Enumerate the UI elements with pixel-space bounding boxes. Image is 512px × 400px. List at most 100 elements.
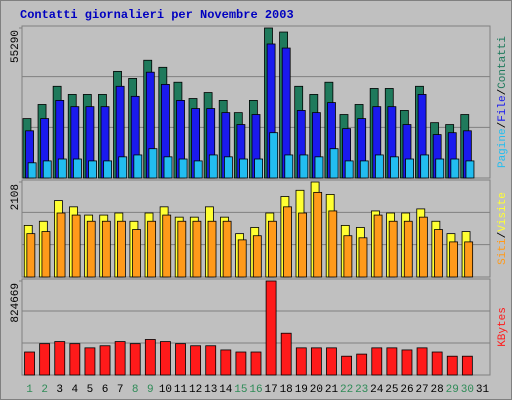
bar (235, 351, 247, 376)
legend-separator: / (497, 122, 509, 129)
x-tick-label: 20 (310, 384, 323, 396)
bar (71, 214, 81, 278)
bar (160, 341, 171, 376)
bar (118, 156, 128, 179)
x-tick-label: 27 (415, 384, 428, 396)
x-tick-label: 7 (117, 384, 124, 396)
bar (386, 347, 398, 376)
x-tick-label: 19 (295, 384, 308, 396)
bar (341, 355, 352, 376)
bar (178, 158, 188, 179)
bar (205, 345, 217, 376)
bar (254, 158, 264, 179)
x-tick-label: 30 (461, 384, 474, 396)
bar (222, 220, 232, 278)
x-tick-label: 8 (132, 384, 139, 396)
bar (388, 220, 398, 278)
x-tick-label: 6 (102, 384, 109, 396)
bar (103, 160, 113, 179)
bar (435, 158, 445, 179)
bar (237, 239, 247, 278)
bar (57, 158, 67, 179)
x-tick-label: 25 (385, 384, 398, 396)
bar (374, 154, 384, 179)
bar (431, 351, 443, 376)
bar (73, 158, 82, 179)
x-tick-label: 22 (340, 384, 353, 396)
x-tick-label: 9 (147, 384, 154, 396)
bar (175, 343, 186, 376)
bar (371, 347, 383, 376)
bar (358, 237, 368, 278)
bar (39, 343, 51, 376)
x-tick-label: 31 (476, 384, 490, 396)
bar (163, 156, 173, 179)
y-tick-label: 2108 (10, 184, 22, 210)
bar (88, 160, 97, 179)
x-tick-label: 18 (280, 384, 293, 396)
bar (310, 347, 322, 376)
x-tick-label: 10 (159, 384, 172, 396)
bar (418, 216, 428, 278)
bar (461, 355, 473, 376)
x-tick-label: 12 (189, 384, 202, 396)
bar (86, 220, 96, 278)
legend-entry: Siti (497, 238, 509, 265)
bar (69, 343, 81, 376)
bar (193, 160, 203, 179)
bar (280, 332, 292, 376)
bar (329, 148, 339, 179)
bar (239, 158, 248, 179)
x-tick-label: 5 (87, 384, 94, 396)
x-tick-label: 29 (446, 384, 459, 396)
bar (162, 214, 172, 278)
legend-entry: Visite (497, 192, 509, 232)
bar (299, 154, 309, 179)
bar (420, 154, 430, 179)
x-tick-label: 17 (264, 384, 277, 396)
bar (252, 235, 262, 278)
bar (295, 347, 307, 376)
bar (27, 162, 37, 179)
x-tick-label: 28 (431, 384, 444, 396)
bar (265, 280, 277, 376)
legend: Siti/Visite (497, 192, 509, 265)
bar (101, 220, 111, 278)
bar (144, 339, 156, 376)
bar (401, 349, 413, 376)
bar (250, 351, 262, 376)
bar (283, 206, 292, 278)
bar (446, 355, 458, 376)
legend-entry: KBytes (497, 307, 509, 347)
bar (314, 156, 324, 179)
bar (328, 210, 338, 278)
x-tick-label: 11 (174, 384, 188, 396)
legend-entry: Contatti (497, 36, 509, 89)
x-tick-label: 3 (56, 384, 63, 396)
x-tick-label: 21 (325, 384, 339, 396)
bar (192, 220, 202, 278)
bar (464, 241, 474, 278)
x-tick-label: 26 (400, 384, 413, 396)
bar (117, 220, 126, 278)
bar (129, 343, 141, 376)
bar (269, 132, 279, 179)
x-tick-label: 4 (72, 384, 79, 396)
bar (267, 220, 277, 278)
bar (147, 220, 157, 278)
legend-separator: / (497, 232, 509, 239)
legend: KBytes (497, 307, 509, 347)
bar (373, 214, 383, 278)
bar (56, 212, 66, 278)
bar (177, 220, 187, 278)
bar (26, 233, 36, 278)
bar (54, 341, 66, 376)
bar (42, 160, 52, 179)
bar (416, 347, 428, 376)
bar (356, 353, 368, 376)
bar (24, 351, 35, 376)
bar (99, 345, 111, 376)
bar (326, 347, 337, 376)
legend-entry: File (497, 95, 509, 121)
